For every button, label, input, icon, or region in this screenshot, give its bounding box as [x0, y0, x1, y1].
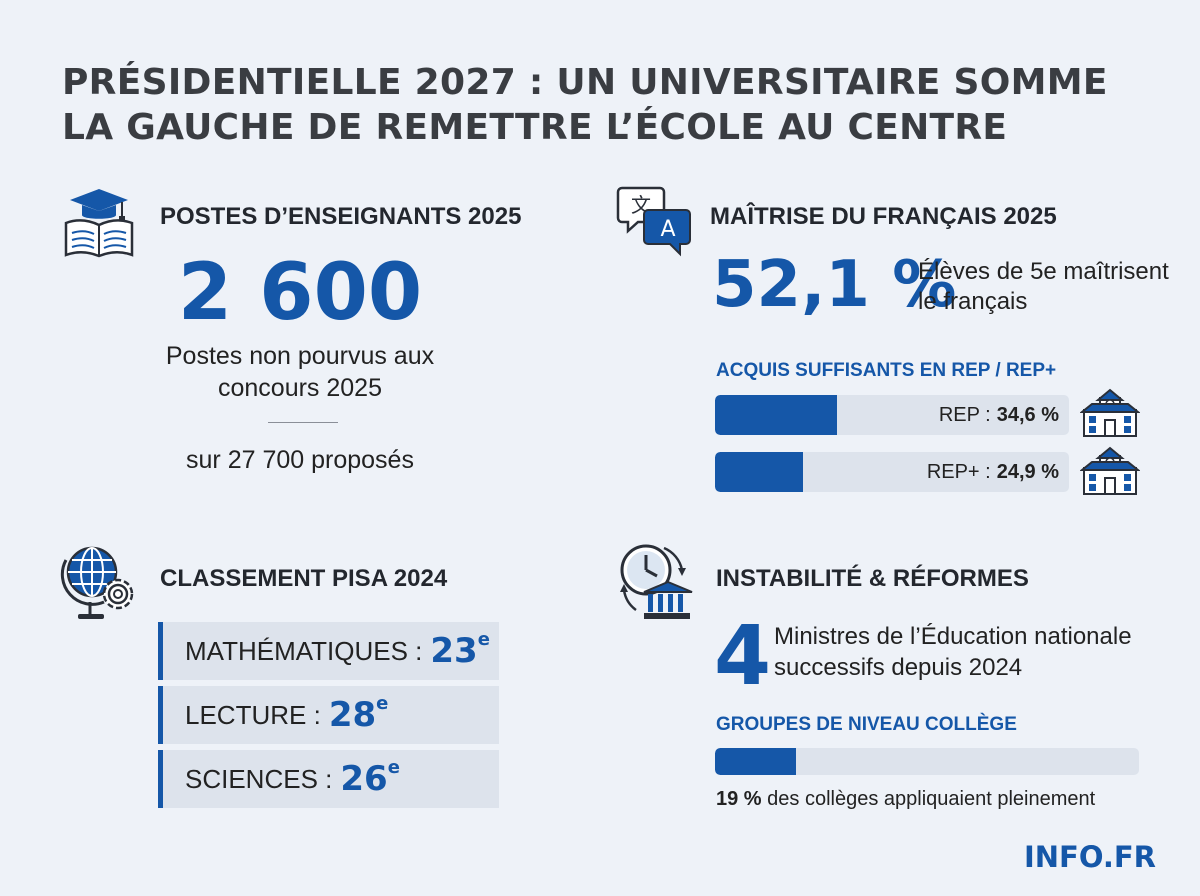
rep-bar-label: REP : 34,6 % [939, 395, 1059, 435]
ministers-number: 4 [714, 609, 772, 704]
posts-label: Postes non pourvus aux concours 2025 [165, 342, 435, 402]
groups-description: des collèges appliquaient pleinement [767, 788, 1096, 810]
page-title: PRÉSIDENTIELLE 2027 : UN UNIVERSITAIRE S… [62, 62, 1108, 148]
posts-number: 2 600 [177, 248, 423, 338]
posts-sub: sur 27 700 proposés [186, 446, 414, 474]
rep-plus-bar-label: REP+ : 24,9 % [927, 452, 1059, 492]
groups-bar-fill [715, 748, 796, 775]
pisa-row-reading: LECTURE : 28e [158, 686, 499, 744]
clock-institution-icon [616, 540, 696, 624]
rep-subheading: ACQUIS SUFFISANTS EN REP / REP+ [716, 360, 1057, 381]
book-graduation-cap-icon [60, 183, 138, 261]
svg-text:A: A [660, 217, 675, 242]
french-label: Élèves de 5e maîtrisent le français [918, 258, 1169, 315]
groups-subheading: GROUPES DE NIVEAU COLLÈGE [716, 714, 1017, 735]
school-building-icon [1080, 446, 1140, 496]
pisa-row-math: MATHÉMATIQUES : 23e [158, 622, 499, 680]
french-percent: 52,1 % [712, 248, 957, 322]
rep-plus-bar-value: 24,9 % [996, 460, 1059, 483]
globe-gear-icon [60, 542, 138, 622]
rep-plus-bar-name: REP+ : [926, 460, 991, 483]
rep-bar: REP : 34,6 % [715, 395, 1069, 435]
rep-bar-fill [715, 395, 838, 435]
pisa-heading: CLASSEMENT PISA 2024 [160, 565, 448, 592]
groups-percent: 19 % [716, 788, 762, 810]
reforms-heading: INSTABILITÉ & RÉFORMES [716, 565, 1029, 592]
french-heading: MAÎTRISE DU FRANÇAIS 2025 [710, 203, 1057, 230]
rep-plus-bar-fill [715, 452, 804, 492]
pisa-subject: LECTURE : [185, 699, 321, 730]
posts-divider [268, 422, 338, 423]
pisa-row-science: SCIENCES : 26e [158, 750, 499, 808]
school-building-icon [1080, 388, 1140, 438]
pisa-rank: 23e [430, 629, 490, 671]
posts-heading: POSTES D’ENSEIGNANTS 2025 [160, 203, 522, 230]
brand-logo: INFO.FR [1023, 840, 1156, 874]
pisa-subject: MATHÉMATIQUES : [185, 635, 423, 666]
pisa-subject: SCIENCES : [185, 763, 333, 794]
rep-bar-name: REP : [938, 403, 991, 426]
pisa-rank: 28e [328, 693, 389, 735]
translate-chat-icon: 文 A [616, 184, 694, 262]
ministers-label: Ministres de l’Éducation nationale succe… [774, 623, 1132, 681]
rep-bar-value: 34,6 % [996, 403, 1059, 426]
pisa-rank: 26e [340, 757, 400, 799]
groups-bar [715, 748, 1139, 775]
rep-plus-bar: REP+ : 24,9 % [715, 452, 1069, 492]
groups-text: 19 % des collèges appliquaient pleinemen… [716, 788, 1095, 811]
